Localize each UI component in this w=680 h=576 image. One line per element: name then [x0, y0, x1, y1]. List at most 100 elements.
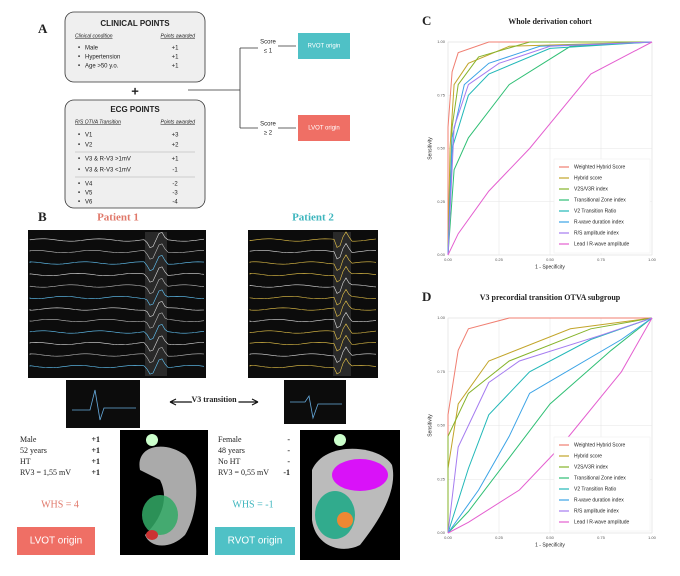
ecg-trace	[29, 243, 205, 260]
ecg-trace	[29, 335, 205, 352]
legend-label: V2 Transition Ratio	[574, 208, 616, 214]
ecg-trace	[29, 232, 205, 248]
ecg-trace	[249, 300, 377, 317]
ecg-trace	[249, 288, 376, 306]
ecg-inset	[66, 380, 140, 428]
row-points: -4	[172, 200, 178, 206]
patient-points: +1	[91, 468, 100, 477]
y-tick-label: 0.50	[437, 146, 446, 151]
x-tick-label: 0.50	[546, 257, 555, 262]
ecg-panel	[248, 230, 378, 378]
row-points: -3	[172, 191, 178, 197]
patient-attribute: 52 years	[20, 446, 47, 455]
ecg-trace	[249, 346, 377, 363]
origin-label: RVOT origin	[308, 44, 341, 50]
row-label: V6	[85, 200, 93, 206]
legend-label: V2S/V3R index	[574, 186, 608, 192]
row-points: +1	[172, 46, 180, 52]
transition-label: V3 transition	[191, 395, 237, 404]
bullet: •	[78, 191, 80, 197]
x-tick-label: 0.00	[444, 535, 453, 540]
ecg-trace	[249, 357, 377, 375]
ecg-trace	[29, 324, 205, 340]
bullet: •	[78, 157, 80, 163]
row-points: +1	[172, 55, 180, 61]
row-label: V5	[85, 191, 93, 197]
roc-curve	[447, 317, 653, 534]
ecg-trace	[29, 266, 205, 283]
roc-curve	[447, 41, 653, 256]
legend-label: Transitional Zone index	[574, 475, 626, 481]
bullet: •	[78, 55, 80, 61]
legend-label: R/S amplitude index	[574, 230, 619, 236]
ecg-trace	[29, 347, 205, 363]
x-tick-label: 0.25	[495, 257, 504, 262]
plus-sign: +	[131, 83, 139, 98]
patient-points: -	[287, 457, 290, 466]
ecg-trace	[29, 358, 205, 375]
ecg-highlight	[333, 232, 351, 376]
bullet: •	[78, 64, 80, 70]
score-label: Score	[260, 40, 276, 46]
patient-points: -	[287, 446, 290, 455]
ecg-trace	[249, 242, 376, 260]
legend-label: Weighted Hybrid Score	[574, 442, 626, 448]
patient-points: +1	[91, 446, 100, 455]
y-tick-label: 0.00	[437, 252, 446, 257]
box-title: CLINICAL POINTS	[100, 19, 170, 28]
ecg-trace	[29, 278, 205, 294]
roc-curve	[447, 317, 653, 534]
legend-label: Weighted Hybrid Score	[574, 164, 626, 170]
panel-label: B	[38, 209, 47, 224]
roc-curve	[447, 317, 653, 534]
bullet: •	[78, 168, 80, 174]
whs-score: WHS = 4	[41, 499, 79, 510]
heart-icon	[146, 434, 158, 446]
origin-label: LVOT origin	[308, 126, 339, 132]
patient-attribute: RV3 = 1,55 mV	[20, 468, 71, 477]
origin-box	[17, 527, 95, 555]
origin-box	[298, 115, 350, 141]
connector	[278, 45, 296, 129]
legend-label: Transitional Zone index	[574, 197, 626, 203]
ecg-trace	[249, 323, 377, 340]
transition-arrow	[169, 398, 259, 406]
patient-attribute: Female	[218, 435, 242, 444]
bullet: •	[78, 200, 80, 206]
patient-name: Patient 2	[292, 212, 334, 224]
whs-score: WHS = -1	[232, 499, 273, 510]
legend-box	[553, 436, 651, 532]
heart-activation	[332, 459, 388, 491]
y-axis-label: Sensitivity	[427, 414, 433, 437]
row-label: V4	[85, 182, 93, 188]
row-label: V3 & R-V3 >1mV	[85, 157, 131, 163]
patient-points: +1	[91, 457, 100, 466]
roc-curve	[447, 317, 653, 534]
origin-label: LVOT origin	[30, 536, 82, 547]
row-points: +3	[172, 133, 180, 139]
y-tick-label: 0.25	[437, 199, 446, 204]
score-label: Score	[260, 122, 276, 128]
chart-title: V3 precordial transition OTVA subgroup	[480, 293, 621, 302]
legend-box	[553, 158, 651, 254]
table-header: R/S OTVA Transition	[75, 119, 121, 125]
row-label: Age >50 y.o.	[85, 64, 119, 70]
score-label: ≥ 2	[264, 131, 273, 137]
legend-label: V2 Transition Ratio	[574, 486, 616, 492]
patient-attribute: No HT	[218, 457, 241, 466]
x-tick-label: 0.75	[597, 535, 606, 540]
roc-curve	[447, 41, 652, 255]
patient-points: +1	[91, 435, 100, 444]
ecg-trace	[249, 231, 377, 248]
ecg-trace	[249, 265, 377, 283]
row-label: V2	[85, 143, 93, 149]
ecg-panel	[28, 230, 206, 378]
row-label: Male	[85, 46, 99, 52]
y-axis-label: Sensitivity	[427, 137, 433, 160]
row-points: +1	[172, 64, 180, 70]
origin-box	[298, 33, 350, 59]
connector	[188, 47, 258, 129]
bullet: •	[78, 133, 80, 139]
ecg-trace	[249, 277, 377, 294]
ecg-inset-trace	[72, 389, 136, 421]
